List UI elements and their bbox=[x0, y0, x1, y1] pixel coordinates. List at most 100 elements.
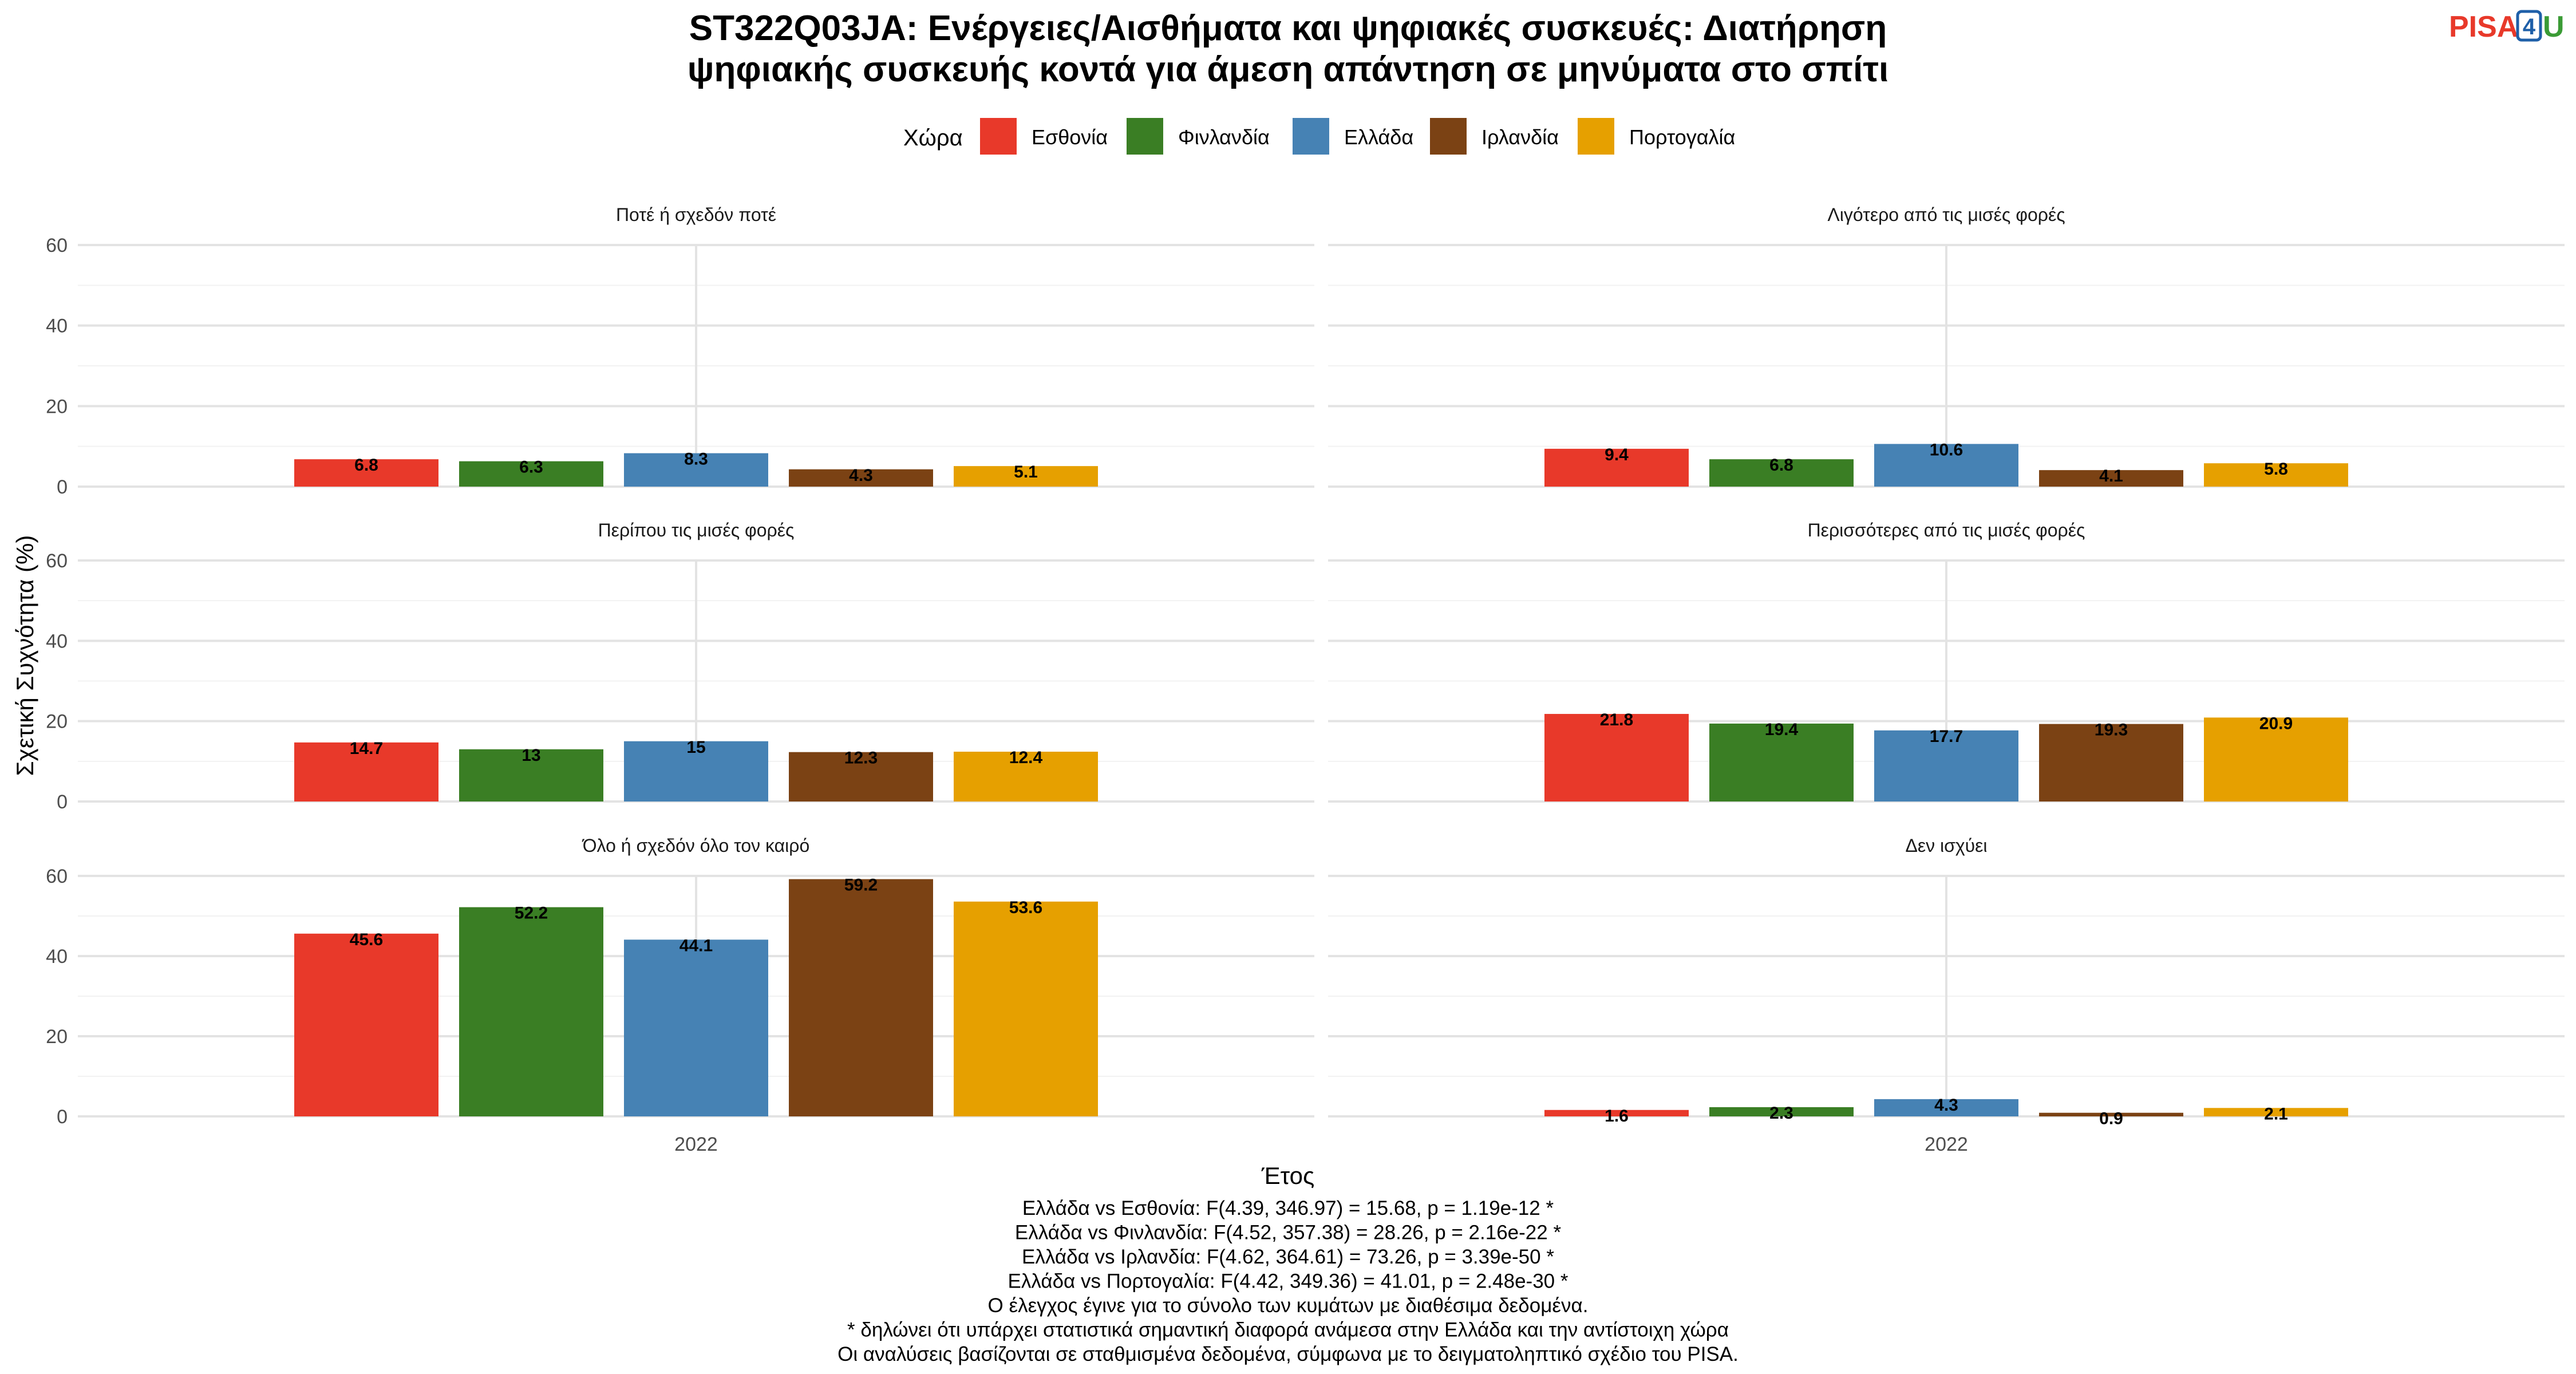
bar-value-label: 2.1 bbox=[2264, 1104, 2288, 1123]
bar bbox=[954, 751, 1098, 802]
bar-value-label: 6.3 bbox=[519, 458, 543, 477]
facet-panel: Όλο ή σχεδόν όλο τον καιρό 0 20 40 60 45.6 52.… bbox=[46, 835, 1314, 1155]
bar bbox=[2039, 724, 2183, 802]
footnotes: Ελλάδα vs Εσθονία: F(4.39, 346.97) = 15.… bbox=[837, 1197, 1739, 1365]
bar bbox=[954, 466, 1098, 487]
facet-title: Περισσότερες από τις μισές φορές bbox=[1808, 520, 2085, 540]
bar bbox=[2204, 463, 2348, 487]
facet-panel: Λιγότερο από τις μισές φορές 9.4 6.8 10.6 4.… bbox=[1328, 204, 2565, 488]
legend-swatch bbox=[1578, 118, 1614, 155]
legend-swatch bbox=[1430, 118, 1467, 155]
facet-title: Λιγότερο από τις μισές φορές bbox=[1827, 204, 2065, 225]
footnote-line: Ελλάδα vs Εσθονία: F(4.39, 346.97) = 15.… bbox=[1022, 1197, 1554, 1219]
legend-swatch bbox=[980, 118, 1017, 155]
bar bbox=[789, 879, 933, 1116]
bar-value-label: 19.4 bbox=[1765, 720, 1799, 739]
bar bbox=[294, 459, 438, 487]
y-tick-label: 40 bbox=[46, 630, 68, 652]
facet-title: Περίπου τις μισές φορές bbox=[598, 520, 795, 540]
bar-value-label: 45.6 bbox=[350, 930, 383, 949]
logo-u-text: U bbox=[2543, 10, 2565, 44]
bar bbox=[789, 752, 933, 802]
bar-value-label: 12.4 bbox=[1009, 748, 1043, 767]
footnote-line: Ελλάδα vs Ιρλανδία: F(4.62, 364.61) = 73… bbox=[1022, 1246, 1554, 1268]
x-tick-label: 2022 bbox=[674, 1134, 718, 1155]
legend-label: Φινλανδία bbox=[1178, 125, 1270, 149]
bar-value-label: 10.6 bbox=[1930, 440, 1963, 459]
y-tick-label: 20 bbox=[46, 396, 68, 417]
facet-panel: Περισσότερες από τις μισές φορές 21.8 19.4… bbox=[1328, 520, 2565, 803]
bar-value-label: 20.9 bbox=[2259, 714, 2293, 733]
bar bbox=[624, 939, 768, 1116]
y-tick-label: 20 bbox=[46, 1026, 68, 1048]
bar bbox=[1874, 730, 2018, 802]
footnote-line: Οι αναλύσεις βασίζονται σε σταθμισμένα δ… bbox=[837, 1343, 1739, 1365]
bar bbox=[2204, 717, 2348, 802]
facets: Ποτέ ή σχεδόν ποτέ 0 20 40 60 6.8 6.3 8.3 4.3 5.1… bbox=[46, 204, 2565, 1155]
bar bbox=[1544, 1110, 1689, 1116]
bar-value-label: 4.3 bbox=[1934, 1096, 1958, 1115]
bar-value-label: 21.8 bbox=[1600, 710, 1633, 729]
y-axis-title: Σχετική Συχνότητα (%) bbox=[11, 535, 38, 776]
bar-value-label: 2.3 bbox=[1769, 1104, 1793, 1123]
bar-value-label: 5.1 bbox=[1014, 463, 1038, 481]
y-tick-label: 60 bbox=[46, 235, 68, 256]
footnote-line: * δηλώνει ότι υπάρχει στατιστικά σημαντι… bbox=[847, 1319, 1729, 1341]
bar-value-label: 4.3 bbox=[849, 466, 873, 485]
legend: Χώρα Εσθονία Φινλανδία Ελλάδα Ιρλανδία Πορτο… bbox=[903, 118, 1735, 155]
bar-value-label: 59.2 bbox=[844, 876, 878, 895]
chart-title-line-2: ψηφιακής συσκευής κοντά για άμεση απάντη… bbox=[688, 50, 1888, 89]
bar bbox=[1544, 714, 1689, 802]
y-tick-label: 0 bbox=[57, 476, 68, 498]
facet-panel: Περίπου τις μισές φορές 0 20 40 60 14.7 13 15 12… bbox=[46, 520, 1314, 813]
facet-title: Δεν ισχύει bbox=[1905, 835, 1987, 856]
facet-title: Ποτέ ή σχεδόν ποτέ bbox=[616, 204, 776, 225]
bar-value-label: 44.1 bbox=[679, 936, 713, 955]
legend-swatch bbox=[1293, 118, 1329, 155]
y-tick-label: 20 bbox=[46, 711, 68, 733]
facet-panel: Δεν ισχύει 1.6 2.3 4.3 0.9 2.1 2022 bbox=[1328, 835, 2565, 1155]
bar bbox=[2039, 1112, 2183, 1116]
y-tick-label: 0 bbox=[57, 791, 68, 813]
bar bbox=[789, 469, 933, 487]
bar bbox=[954, 901, 1098, 1116]
bar bbox=[1874, 444, 2018, 487]
bar-value-label: 6.8 bbox=[1769, 456, 1793, 475]
bar-value-label: 13 bbox=[521, 746, 540, 765]
x-axis-title: Έτος bbox=[1261, 1162, 1315, 1189]
bar bbox=[624, 741, 768, 802]
bar bbox=[2204, 1108, 2348, 1116]
footnote-line: Ελλάδα vs Πορτογαλία: F(4.42, 349.36) = … bbox=[1008, 1270, 1568, 1293]
y-tick-label: 60 bbox=[46, 866, 68, 887]
bar-value-label: 53.6 bbox=[1009, 898, 1042, 917]
bar-value-label: 6.8 bbox=[354, 456, 378, 475]
chart-title-line-1: ST322Q03JA: Ενέργειες/Αισθήματα και ψηφι… bbox=[689, 9, 1887, 48]
logo-four-text: 4 bbox=[2523, 14, 2536, 40]
bar-value-label: 4.1 bbox=[2099, 467, 2123, 485]
bar bbox=[1544, 448, 1689, 487]
bar-value-label: 9.4 bbox=[1605, 445, 1629, 464]
y-tick-label: 40 bbox=[46, 315, 68, 337]
legend-label: Ελλάδα bbox=[1344, 125, 1413, 149]
bar bbox=[1874, 1099, 2018, 1116]
y-tick-label: 40 bbox=[46, 946, 68, 968]
bar-value-label: 52.2 bbox=[515, 904, 548, 923]
bar-value-label: 5.8 bbox=[2264, 460, 2288, 479]
bar bbox=[2039, 470, 2183, 487]
y-tick-label: 0 bbox=[57, 1106, 68, 1128]
bar bbox=[294, 742, 438, 802]
bar bbox=[624, 453, 768, 487]
logo-pisa-text: PISA bbox=[2449, 10, 2518, 44]
legend-swatch bbox=[1127, 118, 1163, 155]
bar-value-label: 19.3 bbox=[2095, 721, 2128, 740]
pisa4u-logo: PISA 4 U bbox=[2449, 10, 2565, 44]
bar bbox=[294, 933, 438, 1116]
bar bbox=[459, 749, 603, 802]
bar-value-label: 1.6 bbox=[1605, 1107, 1629, 1126]
legend-label: Εσθονία bbox=[1032, 125, 1108, 149]
footnote-line: Ελλάδα vs Φινλανδία: F(4.52, 357.38) = 2… bbox=[1015, 1222, 1562, 1244]
bar bbox=[1709, 1107, 1854, 1116]
bar-value-label: 17.7 bbox=[1930, 727, 1963, 746]
bar bbox=[1709, 459, 1854, 487]
logo-box-icon bbox=[2516, 10, 2542, 42]
